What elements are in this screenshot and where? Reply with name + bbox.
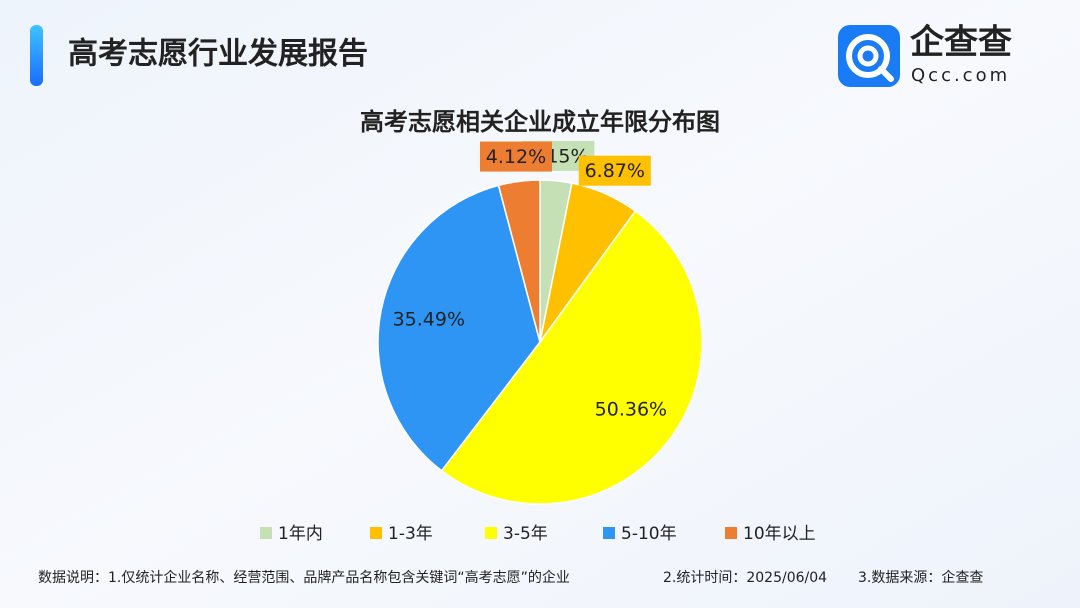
legend-swatch (725, 527, 737, 539)
value-label: 35.49% (393, 308, 465, 330)
footer-note: 数据说明：1.仅统计企业名称、经营范围、品牌产品名称包含关键词“高考志愿”的企业 (38, 569, 570, 586)
value-label-box (578, 155, 651, 186)
logo-name: 企查查 (910, 23, 1012, 63)
legend-swatch (370, 527, 382, 539)
value-label-box (479, 141, 552, 172)
logo-ring (846, 34, 890, 78)
pie-slice (440, 210, 703, 505)
logo-tail (878, 66, 894, 82)
legend-swatch (485, 527, 497, 539)
logo-domain: Qcc.com (911, 65, 1010, 86)
legend-label: 1年内 (278, 524, 323, 544)
legend-item: 5-10年 (603, 524, 677, 544)
legend-swatch (260, 527, 272, 539)
footer-note: 2.统计时间：2025/06/04 (663, 570, 827, 586)
header-title: 高考志愿行业发展报告 (68, 37, 368, 72)
legend-label: 5-10年 (621, 524, 677, 544)
pie-slice (497, 179, 541, 343)
value-label: 50.36% (595, 398, 667, 420)
legend-swatch (603, 527, 615, 539)
legend-item: 3-5年 (485, 524, 548, 544)
legend-label: 1-3年 (388, 524, 433, 544)
title-accent (30, 25, 43, 86)
logo-ring (857, 45, 879, 67)
value-label: 4.12% (486, 146, 546, 168)
value-label: 6.87% (585, 160, 645, 182)
legend-label: 10年以上 (743, 524, 816, 544)
legend-item: 10年以上 (725, 524, 816, 544)
footer-note: 3.数据来源：企查查 (858, 569, 983, 586)
pie-slice (377, 184, 541, 472)
legend-label: 3-5年 (503, 524, 548, 544)
legend-item: 1-3年 (370, 524, 433, 544)
chart-title: 高考志愿相关企业成立年限分布图 (360, 108, 720, 136)
legend-item: 1年内 (260, 524, 323, 544)
logo: 企查查 Qcc.com (838, 23, 1012, 87)
